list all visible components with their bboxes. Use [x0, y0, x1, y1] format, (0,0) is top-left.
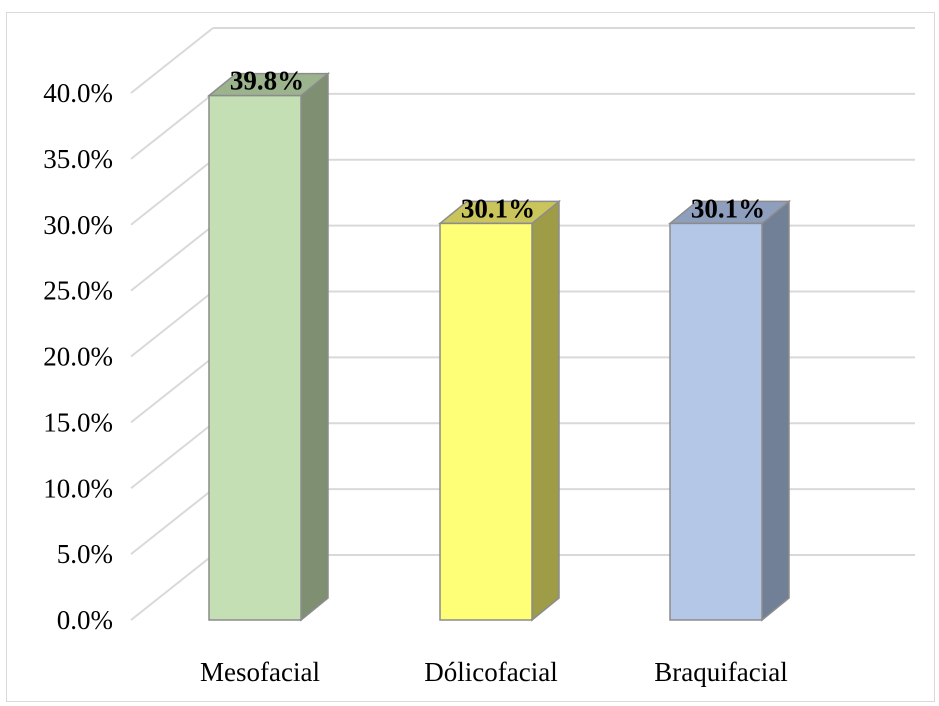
category-label: Mesofacial	[200, 657, 320, 687]
chart-frame: 0.0% 5.0% 10.0% 15.0% 20.0% 25.0% 30.0% 35.0% 40…	[6, 12, 935, 702]
gridline-side	[130, 93, 214, 160]
gridline-side	[130, 488, 214, 555]
bar-chart: 0.0% 5.0% 10.0% 15.0% 20.0% 25.0% 30.0% 35.0% 40…	[43, 27, 915, 687]
y-tick-label: 15.0%	[43, 407, 113, 437]
gridline-side	[130, 158, 214, 226]
y-tick-label: 20.0%	[43, 342, 113, 372]
y-tick-label: 30.0%	[43, 210, 113, 240]
y-axis-tick-labels: 0.0% 5.0% 10.0% 15.0% 20.0% 25.0% 30.0% 35.0% 40…	[43, 78, 113, 635]
gridline-side	[130, 356, 214, 424]
gridline-side	[130, 554, 214, 621]
bar	[208, 94, 302, 621]
y-tick-label: 25.0%	[43, 276, 113, 306]
bar-side	[531, 199, 560, 622]
gridline-side	[130, 224, 214, 292]
data-label: 30.1%	[461, 193, 535, 223]
bar	[439, 222, 533, 621]
y-tick-label: 0.0%	[57, 605, 113, 635]
category-label: Dólicofacial	[424, 657, 557, 687]
bar-side	[300, 72, 329, 622]
data-label: 30.1%	[691, 193, 765, 223]
y-tick-label: 40.0%	[43, 78, 113, 108]
bar	[669, 222, 763, 621]
gridline-side	[130, 27, 214, 94]
bar-side	[761, 199, 790, 622]
y-tick-label: 5.0%	[57, 539, 113, 569]
y-tick-label: 10.0%	[43, 473, 113, 503]
gridline-side	[130, 290, 214, 358]
gridlines	[130, 27, 915, 621]
data-labels: 39.8% 30.1% 30.1%	[230, 66, 765, 224]
y-tick-label: 35.0%	[43, 144, 113, 174]
data-label: 39.8%	[230, 66, 304, 96]
category-label: Braquifacial	[654, 657, 787, 687]
bars	[206, 72, 792, 622]
gridline-side	[130, 422, 214, 490]
x-axis-category-labels: Mesofacial Dólicofacial Braquifacial	[200, 657, 788, 687]
